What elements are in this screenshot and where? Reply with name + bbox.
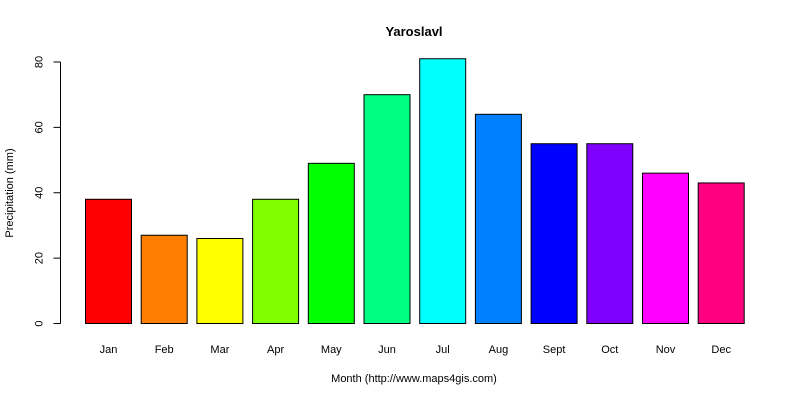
- x-tick-label-sept: Sept: [543, 344, 566, 356]
- bar-jan: [85, 198, 132, 325]
- bar-feb: [140, 234, 188, 324]
- x-tick-label-aug: Aug: [489, 344, 509, 356]
- x-tick-labels: Jan Feb Mar Apr May Jun Jul Aug Sept Oct Nov Dec: [100, 344, 732, 356]
- bar-jul: [419, 58, 467, 324]
- bar-aug: [474, 113, 522, 324]
- bar-jun: [363, 94, 411, 324]
- y-axis: 0 20 40 60 80: [34, 56, 61, 327]
- y-axis-label: Precipitation (mm): [4, 148, 16, 237]
- y-tick-label-80: 80: [34, 56, 46, 68]
- x-tick-label-jun: Jun: [378, 344, 396, 356]
- bar-sept: [530, 143, 578, 324]
- y-tick-label-40: 40: [34, 187, 46, 199]
- x-tick-label-feb: Feb: [155, 344, 174, 356]
- bar-mar: [196, 238, 244, 324]
- y-tick-label-0: 0: [34, 320, 46, 326]
- x-tick-label-jul: Jul: [436, 344, 450, 356]
- x-tick-label-oct: Oct: [601, 344, 618, 356]
- x-tick-label-jan: Jan: [100, 344, 118, 356]
- bar-nov: [642, 172, 689, 324]
- bar-may: [307, 162, 355, 324]
- x-axis-label: Month (http://www.maps4gis.com): [331, 373, 497, 385]
- y-tick-label-60: 60: [34, 121, 46, 133]
- bar-oct: [586, 143, 634, 324]
- x-tick-label-nov: Nov: [656, 344, 676, 356]
- chart-title: Yaroslavl: [385, 24, 442, 39]
- bars-group: [85, 58, 745, 325]
- x-tick-label-may: May: [321, 344, 342, 356]
- x-tick-label-mar: Mar: [210, 344, 229, 356]
- x-tick-label-apr: Apr: [267, 344, 284, 356]
- bar-apr: [252, 198, 300, 325]
- y-tick-label-20: 20: [34, 252, 46, 264]
- x-tick-label-dec: Dec: [711, 344, 731, 356]
- bar-dec: [697, 182, 745, 324]
